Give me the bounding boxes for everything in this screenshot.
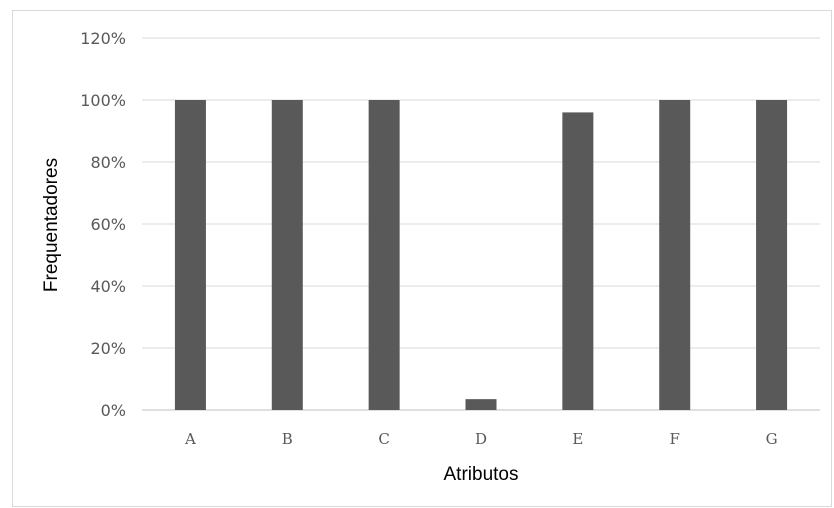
y-axis-title: Frequentadores [41, 158, 62, 292]
bar-f [659, 100, 691, 410]
chart-area [12, 10, 832, 507]
gridlines [142, 37, 820, 411]
bars [174, 100, 788, 411]
x-tick-label: B [282, 430, 293, 448]
x-tick-label: A [184, 430, 196, 448]
x-tick-label: D [475, 430, 487, 448]
x-axis-title: Atributos [444, 464, 519, 485]
bar-e [562, 112, 594, 411]
y-tick-label: 80% [90, 153, 126, 172]
y-tick-label: 120% [80, 29, 126, 48]
x-axis-ticks: A B C D E F G [184, 430, 778, 448]
bar-a [174, 100, 206, 410]
y-axis-ticks: 0% 20% 40% 60% 80% 100% 120% [80, 29, 126, 420]
y-tick-label: 0% [101, 401, 126, 420]
x-tick-label: F [670, 430, 680, 448]
y-tick-label: 20% [90, 339, 126, 358]
bar-b [271, 100, 303, 410]
x-tick-label: G [766, 430, 778, 448]
y-tick-label: 40% [90, 277, 126, 296]
y-tick-label: 100% [80, 91, 126, 110]
x-tick-label: E [572, 430, 583, 448]
bar-c [368, 100, 400, 410]
bar-d [465, 399, 497, 410]
y-tick-label: 60% [90, 215, 126, 234]
bar-g [756, 100, 788, 410]
x-tick-label: C [378, 430, 389, 448]
